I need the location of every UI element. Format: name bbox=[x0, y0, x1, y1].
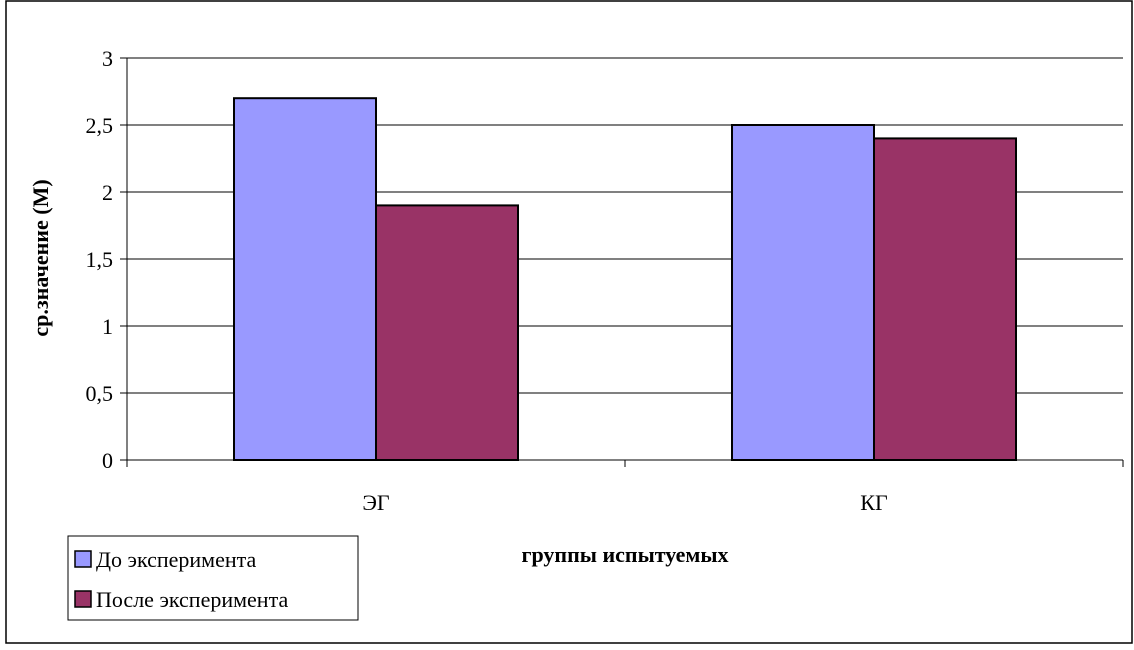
axes bbox=[120, 57, 1124, 467]
legend-swatch bbox=[74, 590, 92, 608]
y-tick-label: 3 bbox=[102, 46, 113, 71]
y-tick-labels: 0 0,5 1 1,5 2 2,5 3 bbox=[86, 46, 114, 473]
y-tick-label: 2 bbox=[102, 180, 113, 205]
bar-before-1 bbox=[233, 97, 377, 461]
y-tick-label: 2,5 bbox=[86, 113, 114, 138]
y-axis-title: ср.значение (М) bbox=[28, 179, 53, 336]
legend-label: После эксперимента bbox=[96, 587, 288, 612]
legend-label: До эксперимента bbox=[96, 547, 257, 572]
legend: До эксперимента После эксперимента bbox=[67, 535, 359, 621]
bar-after-1 bbox=[375, 204, 519, 461]
x-category-label: ЭГ bbox=[362, 490, 390, 515]
bars bbox=[233, 97, 1017, 461]
x-category-label: КГ bbox=[860, 490, 888, 515]
y-tick-label: 1,5 bbox=[86, 247, 114, 272]
bar-after-2 bbox=[873, 137, 1017, 461]
x-axis-title: группы испытуемых bbox=[521, 542, 728, 567]
legend-swatch bbox=[74, 550, 92, 568]
bar-before-2 bbox=[731, 124, 875, 461]
y-tick-label: 0 bbox=[102, 448, 113, 473]
legend-box bbox=[67, 535, 359, 621]
y-tick-label: 1 bbox=[102, 314, 113, 339]
x-category-labels: ЭГ КГ bbox=[362, 490, 888, 515]
y-tick-label: 0,5 bbox=[86, 381, 114, 406]
